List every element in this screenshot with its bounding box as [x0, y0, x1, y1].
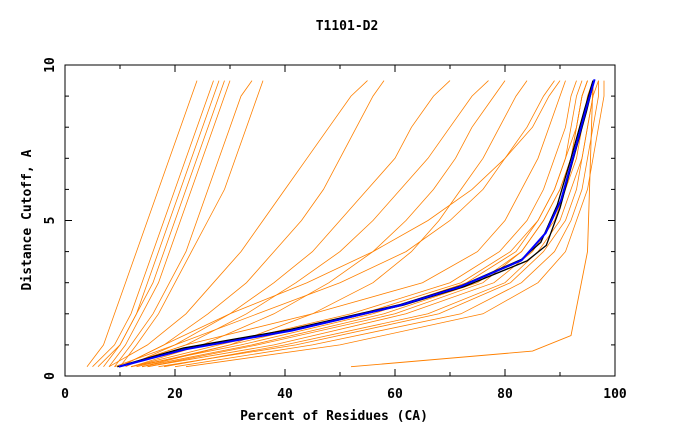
x-tick-label: 0: [61, 387, 69, 402]
model-curve: [108, 80, 231, 367]
model-curve: [108, 80, 368, 368]
model-curve: [130, 80, 506, 368]
chart-title: T1101-D2: [316, 19, 379, 34]
y-tick-label: 10: [43, 57, 58, 73]
y-axis-label: Distance Cutoff, A: [20, 149, 35, 290]
model-curve: [130, 80, 577, 368]
x-axis-label: Percent of Residues (CA): [240, 409, 428, 424]
axis-ticks: [64, 65, 616, 376]
model-curve: [350, 80, 594, 368]
model-curve: [114, 80, 451, 368]
reference-curve: [117, 80, 594, 368]
x-tick-label: 40: [277, 387, 293, 402]
model-curve: [119, 80, 385, 368]
x-tick-label: 80: [497, 387, 513, 402]
model-curve: [114, 80, 253, 367]
y-tick-label: 5: [43, 217, 58, 225]
model-curve: [147, 80, 594, 368]
y-tick-label: 0: [43, 372, 58, 380]
x-tick-label: 60: [387, 387, 403, 402]
model-curve: [174, 80, 599, 368]
reference-curve: [118, 80, 595, 368]
model-curve: [119, 80, 264, 367]
x-tick-labels: 0 20 40 60 80 100: [61, 387, 627, 402]
model-curve: [86, 80, 198, 367]
model-curve: [103, 80, 225, 367]
x-tick-label: 20: [167, 387, 183, 402]
plot-lines: [86, 79, 605, 368]
x-tick-label: 100: [603, 387, 627, 402]
model-curve: [92, 80, 214, 367]
model-curve: [119, 80, 489, 368]
model-curve: [185, 80, 605, 368]
model-curve: [158, 80, 599, 368]
y-tick-labels: 0 5 10: [43, 57, 58, 380]
model-curve: [147, 80, 588, 368]
model-curve: [119, 80, 566, 368]
model-curve: [141, 80, 528, 368]
model-curve: [97, 80, 220, 367]
highlight-curve: [118, 79, 596, 368]
model-curve: [119, 80, 561, 368]
model-curve: [125, 80, 555, 368]
